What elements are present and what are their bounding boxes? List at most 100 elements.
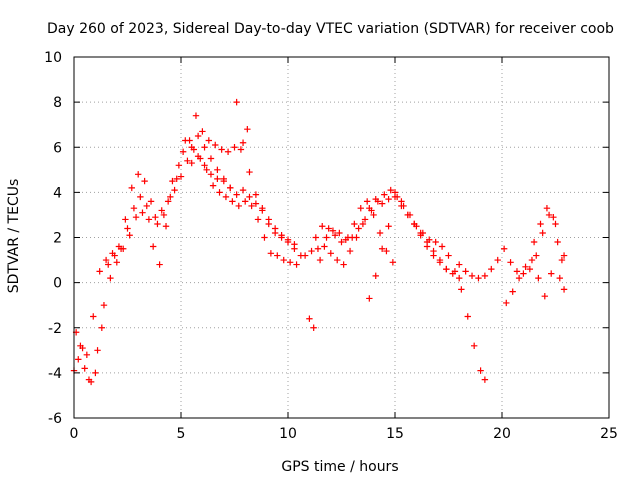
data-point <box>209 182 217 189</box>
data-point <box>312 234 320 241</box>
series-arc-f <box>301 189 450 273</box>
data-point <box>458 286 465 293</box>
data-point <box>558 256 566 264</box>
data-point <box>500 245 508 252</box>
data-point <box>301 252 309 259</box>
x-tick-label: 10 <box>279 426 297 442</box>
data-point <box>389 259 397 266</box>
data-point <box>233 191 240 198</box>
data-point <box>370 211 377 219</box>
data-point <box>316 256 324 264</box>
data-point <box>481 376 489 383</box>
data-point <box>216 189 223 196</box>
data-point <box>445 252 452 259</box>
data-point <box>306 315 313 322</box>
data-point <box>520 270 527 277</box>
y-tick-label: 8 <box>53 95 62 111</box>
data-point <box>135 171 142 178</box>
y-tick-label: 4 <box>53 185 62 201</box>
data-point <box>102 256 110 264</box>
data-point <box>143 202 150 210</box>
data-point <box>543 204 551 212</box>
data-point <box>398 202 405 210</box>
data-point <box>528 256 536 264</box>
data-point <box>545 211 553 219</box>
data-point <box>261 234 268 241</box>
data-point <box>314 245 322 252</box>
data-point <box>477 367 484 374</box>
data-point <box>141 177 148 185</box>
x-tick-label: 0 <box>70 426 79 442</box>
data-point <box>265 216 272 223</box>
series-arc-d <box>188 98 305 259</box>
data-point <box>359 220 367 228</box>
data-point <box>560 252 568 259</box>
data-point <box>214 166 221 174</box>
series-arc-j <box>503 238 568 307</box>
data-point <box>239 186 247 194</box>
data-point <box>252 191 260 198</box>
data-point <box>515 274 523 282</box>
data-point <box>171 186 178 194</box>
data-point <box>351 220 358 228</box>
data-point <box>128 184 135 192</box>
data-point <box>90 313 97 320</box>
data-point <box>432 238 439 246</box>
data-point <box>535 274 542 282</box>
data-point <box>423 243 431 250</box>
data-point <box>366 204 373 212</box>
data-point <box>162 223 170 230</box>
data-point <box>530 238 538 246</box>
data-point <box>293 261 300 268</box>
y-tick-label: 0 <box>53 276 62 292</box>
data-point <box>340 261 347 268</box>
data-point <box>92 369 99 377</box>
series-arc-c <box>75 146 300 386</box>
data-point <box>160 211 168 219</box>
x-tick-label: 5 <box>177 426 186 442</box>
data-point <box>239 139 247 146</box>
data-point <box>154 220 161 228</box>
data-point <box>363 198 371 205</box>
x-tick-label: 25 <box>600 426 618 442</box>
data-point <box>385 223 392 230</box>
data-point <box>79 344 86 352</box>
data-point <box>470 342 478 349</box>
data-point <box>357 204 364 212</box>
data-point <box>346 247 354 255</box>
data-point <box>194 132 202 140</box>
y-tick-label: -4 <box>48 366 62 382</box>
data-point <box>522 263 529 271</box>
data-point <box>100 301 108 309</box>
y-tick-label: -6 <box>48 411 62 427</box>
data-point <box>319 223 326 230</box>
data-point <box>179 148 187 155</box>
data-point <box>430 252 437 259</box>
data-point <box>244 126 251 133</box>
data-point <box>336 229 343 237</box>
data-point <box>378 200 386 207</box>
data-point <box>156 261 163 268</box>
data-point <box>137 193 144 201</box>
data-point <box>391 193 399 201</box>
data-point <box>327 250 334 257</box>
data-point <box>308 247 315 255</box>
data-point <box>372 272 379 280</box>
data-point <box>533 252 540 259</box>
data-points <box>70 98 568 386</box>
data-point <box>224 148 232 155</box>
data-point <box>173 175 180 183</box>
data-point <box>169 177 176 185</box>
data-point <box>366 295 373 302</box>
data-point <box>201 144 208 151</box>
data-point <box>321 243 328 250</box>
data-point <box>526 265 534 273</box>
data-point <box>468 272 476 280</box>
data-point <box>83 351 91 359</box>
data-point <box>556 274 563 282</box>
data-point <box>132 213 140 221</box>
data-point <box>372 195 379 203</box>
data-point <box>252 200 260 207</box>
data-point <box>254 216 262 223</box>
